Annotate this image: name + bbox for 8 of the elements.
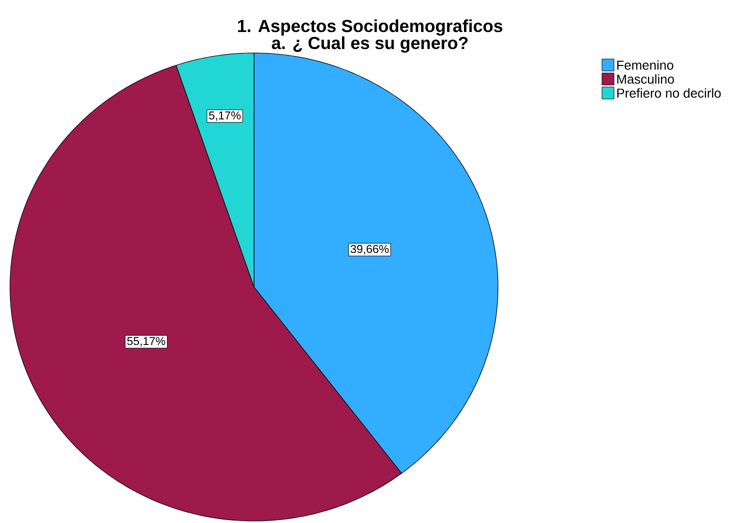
chart-subtitle: a. ¿ Cual es su genero? (272, 36, 468, 53)
data-label: 55,17% (127, 337, 166, 346)
data-label: 5,17% (209, 111, 241, 121)
legend-label: Prefiero no decirlo (617, 88, 721, 98)
legend-label: Masculino (617, 74, 674, 84)
data-label: 39,66% (350, 244, 389, 254)
chart-title: 1. Aspectos Sociodemograficos (238, 19, 502, 36)
legend-label: Femenino (617, 60, 674, 70)
